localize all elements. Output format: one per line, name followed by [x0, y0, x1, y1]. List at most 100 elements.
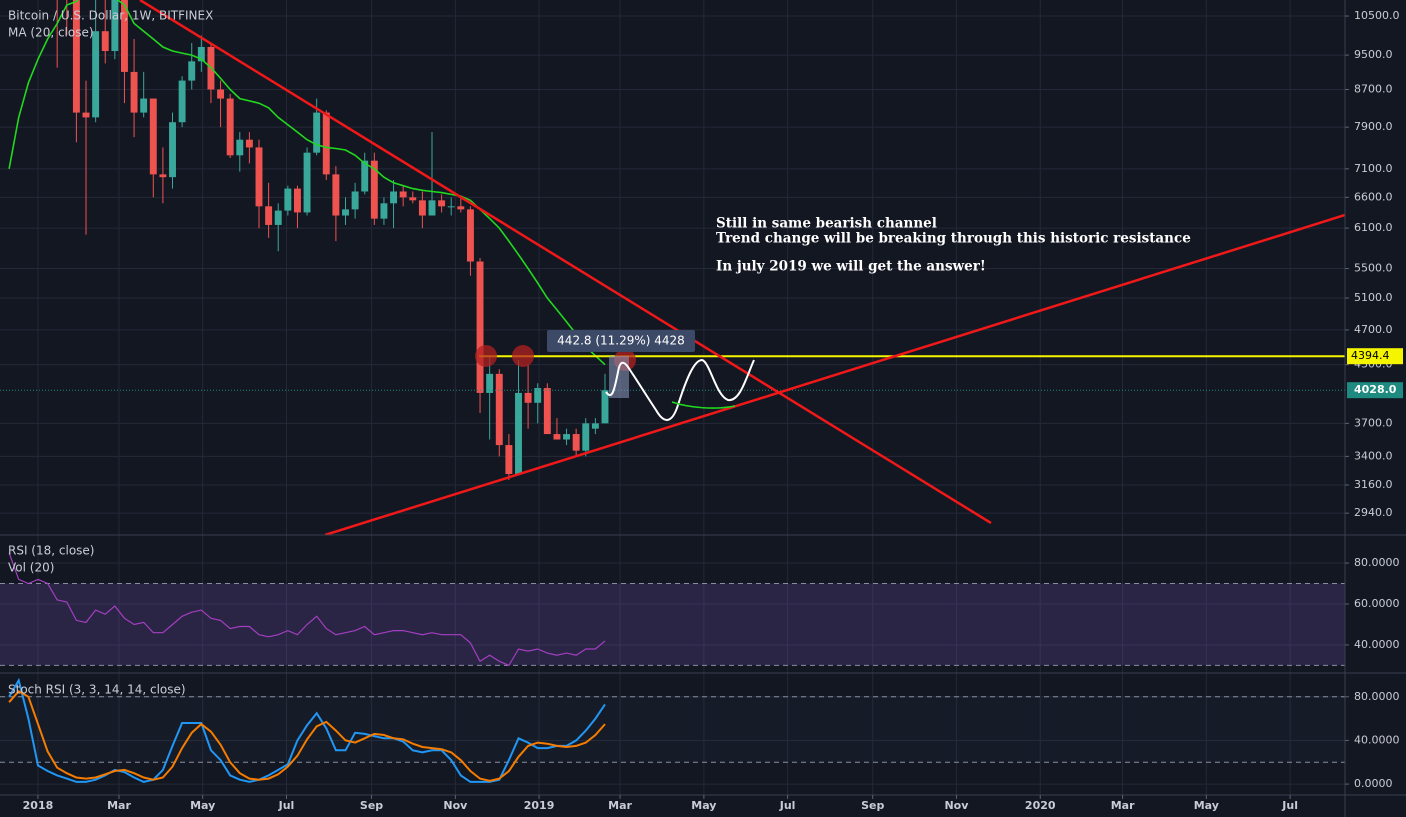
x-tick-label: Nov: [944, 799, 969, 812]
candle-body: [534, 388, 542, 403]
x-tick-label: Sep: [861, 799, 884, 812]
y-tick-label: 40.0000: [1354, 733, 1400, 746]
y-tick-label: 5100.0: [1354, 291, 1393, 304]
candle-body: [418, 200, 426, 216]
legend-entry: MA (20, close): [8, 26, 94, 40]
candle-body: [313, 112, 321, 153]
candle-body: [399, 191, 407, 198]
candle-body: [293, 188, 301, 213]
candle-body: [563, 434, 571, 440]
support-line: [324, 213, 1345, 535]
y-tick-label: 4700.0: [1354, 323, 1393, 336]
candle-body: [495, 373, 503, 446]
x-tick-label: Jul: [278, 799, 295, 812]
hline-price-label: 4394.4: [1351, 349, 1390, 362]
main-plot: [0, 0, 1345, 481]
candle-body: [543, 388, 551, 435]
ma-projection: [671, 401, 736, 409]
candle-body: [390, 191, 398, 204]
y-tick-label: 3700.0: [1354, 416, 1393, 429]
candle-body: [130, 71, 138, 113]
candle-body: [92, 31, 100, 118]
y-tick-label: 0.0000: [1354, 777, 1393, 790]
indicator-line: [8, 552, 606, 667]
measure-label-box: [547, 330, 695, 352]
x-tick-label: Mar: [107, 799, 131, 812]
y-tick-label: 3400.0: [1354, 449, 1393, 462]
y-tick-label: 7100.0: [1354, 162, 1393, 175]
x-tick-label: May: [691, 799, 716, 812]
candle-body: [572, 434, 580, 451]
rsi-plot: [8, 552, 606, 667]
candle-body: [72, 0, 80, 113]
y-tick-label: 2940.0: [1354, 506, 1393, 519]
candle-body: [361, 160, 369, 192]
candle-body: [505, 445, 513, 474]
candle-body: [120, 0, 128, 72]
candle-body: [111, 0, 119, 52]
touch-point: [512, 345, 534, 367]
x-tick-label: 2020: [1025, 799, 1056, 812]
projection-path: [605, 358, 755, 421]
candle-body: [82, 112, 90, 118]
candle-body: [101, 31, 109, 52]
candle-body: [322, 112, 330, 175]
x-tick-label: 2018: [23, 799, 54, 812]
candle-body: [524, 392, 532, 403]
panel-subtitle: Vol (20): [8, 561, 54, 575]
candle-body: [428, 200, 436, 216]
x-tick-label: Sep: [360, 799, 383, 812]
candle-body: [515, 392, 522, 474]
candle-body: [188, 61, 196, 81]
candle-body: [409, 197, 417, 201]
candle-body: [457, 206, 465, 210]
annotation: In july 2019 we will get the answer!: [716, 259, 986, 275]
x-tick-label: Jul: [1281, 799, 1298, 812]
x-tick-label: Mar: [1111, 799, 1135, 812]
candle-body: [438, 200, 446, 207]
stoch-plot: [8, 677, 606, 783]
candle-body: [332, 174, 340, 216]
candle-body: [274, 210, 282, 225]
annotation: Trend change will be breaking through th…: [716, 231, 1191, 247]
measure-box: [609, 356, 629, 398]
candle-body: [342, 209, 349, 216]
resistance-line: [139, 0, 992, 525]
band-fill: [0, 583, 1345, 666]
candle-body: [178, 80, 186, 123]
candle-body: [236, 139, 244, 156]
candle-body: [476, 261, 484, 393]
candle-body: [553, 434, 561, 440]
candle-body: [255, 147, 263, 207]
candle-body: [486, 373, 494, 393]
candle-body: [351, 191, 359, 210]
candle-body: [582, 423, 590, 451]
y-tick-label: 7900.0: [1354, 120, 1393, 133]
y-tick-label: 6100.0: [1354, 221, 1393, 234]
drawings: [139, 0, 1345, 535]
candle-body: [245, 139, 253, 148]
band-layer: [0, 583, 1345, 763]
y-tick-label: 8700.0: [1354, 82, 1393, 95]
annotation: Still in same bearish channel: [716, 216, 937, 232]
x-tick-label: Mar: [608, 799, 632, 812]
indicator-line: [8, 690, 606, 782]
panel-title: Stoch RSI (3, 3, 14, 14, close): [8, 683, 186, 697]
candle-body: [149, 98, 157, 175]
touch-point: [475, 345, 497, 367]
x-tick-label: May: [1194, 799, 1219, 812]
candle-body: [197, 46, 205, 62]
y-tick-label: 80.0000: [1354, 690, 1400, 703]
candle-body: [370, 160, 378, 219]
x-tick-label: Jul: [779, 799, 796, 812]
candle-body: [169, 122, 176, 178]
x-tick-label: 2019: [524, 799, 555, 812]
candle-body: [601, 390, 609, 424]
candle-body: [265, 206, 273, 225]
y-tick-label: 40.0000: [1354, 638, 1400, 651]
last-price-label: 4028.0: [1354, 383, 1397, 396]
candle-body: [284, 188, 292, 211]
panel-title: RSI (18, close): [8, 544, 94, 558]
candle-body: [380, 203, 388, 219]
